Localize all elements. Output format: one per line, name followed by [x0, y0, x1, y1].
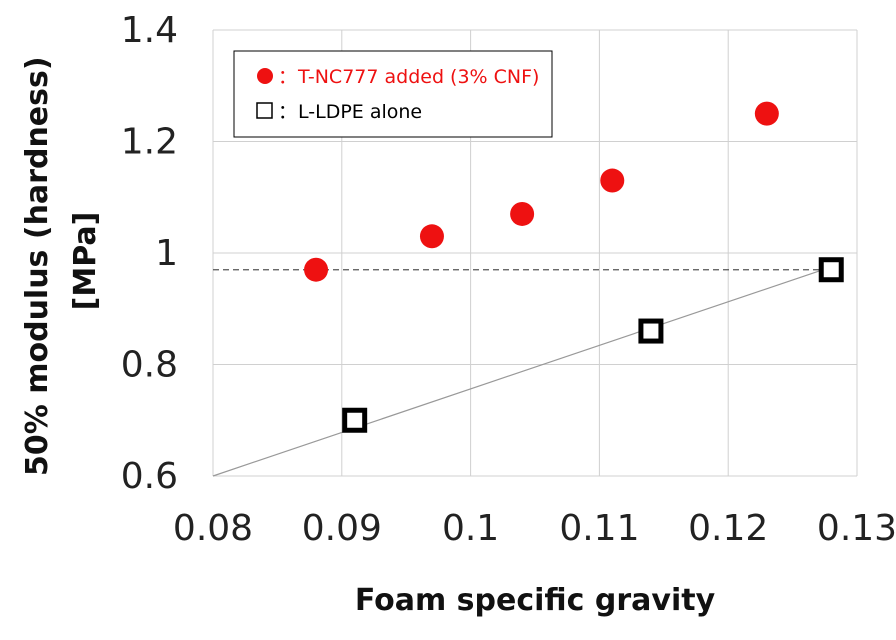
legend-marker-circle [257, 68, 273, 84]
y-axis-title-line-2: [MPa] [68, 212, 103, 311]
x-tick-label: 0.13 [817, 508, 896, 549]
reference-lines [212, 266, 832, 477]
y-tick-labels: 0.6 0.8 1 1.2 1.4 [121, 10, 178, 497]
data-points [304, 101, 844, 433]
legend: ： T-NC777 added (3% CNF) ： L-LDPE alone [233, 50, 553, 138]
y-tick-label: 1 [155, 233, 178, 274]
data-point-cnf [754, 101, 779, 126]
data-point-lldpe [342, 407, 368, 433]
y-tick-label: 0.8 [121, 345, 178, 386]
legend-label-1: T-NC777 added (3% CNF) [297, 66, 539, 88]
x-tick-label: 0.12 [688, 508, 768, 549]
data-point-lldpe [638, 318, 664, 344]
y-tick-label: 1.2 [121, 122, 178, 163]
y-axis-title: 50% modulus (hardness) [MPa] [20, 46, 103, 476]
legend-marker-square [256, 102, 273, 119]
x-axis-title: Foam specific gravity [355, 583, 716, 618]
y-axis-title-line-1: 50% modulus (hardness) [20, 56, 55, 476]
data-point-lldpe [818, 257, 844, 283]
data-point-cnf [510, 201, 535, 226]
data-point-cnf [419, 224, 444, 249]
legend-separator-2: ： [278, 101, 297, 123]
legend-box [233, 50, 553, 138]
data-point-cnf [304, 257, 329, 282]
legend-label-2: L-LDPE alone [298, 101, 422, 123]
trend-line [212, 266, 832, 477]
y-tick-label: 0.6 [121, 456, 178, 497]
x-tick-label: 0.08 [173, 508, 253, 549]
x-tick-label: 0.1 [442, 508, 499, 549]
x-tick-label: 0.11 [559, 508, 639, 549]
data-point-cnf [600, 168, 625, 193]
y-tick-label: 1.4 [121, 10, 178, 51]
x-tick-labels: 0.08 0.09 0.1 0.11 0.12 0.13 [173, 508, 896, 549]
legend-separator-1: ： [278, 66, 297, 88]
x-tick-label: 0.09 [302, 508, 382, 549]
